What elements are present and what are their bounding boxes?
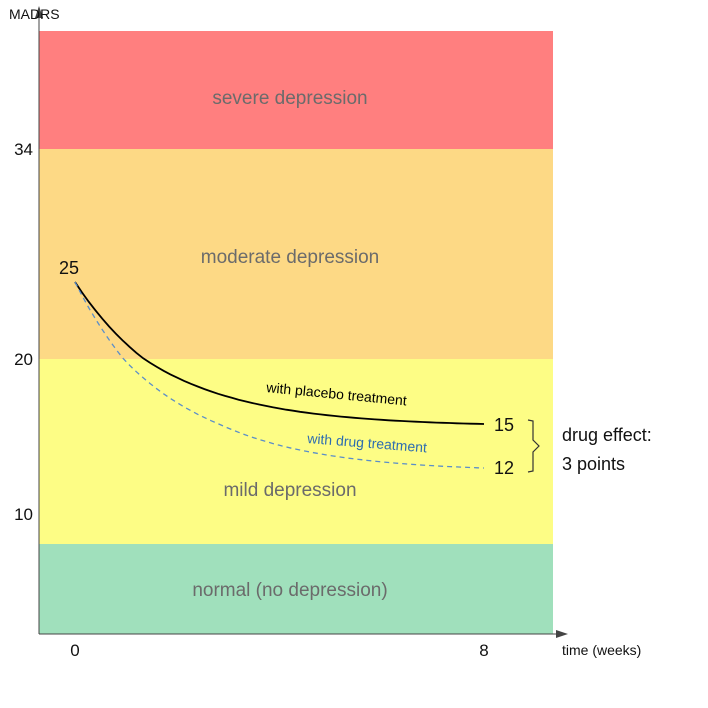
effect-brace bbox=[527, 419, 540, 473]
drug-end-value-label: 12 bbox=[494, 458, 514, 478]
x-tick-0: 0 bbox=[70, 641, 79, 660]
drug-curve bbox=[74, 281, 485, 469]
y-tick-34: 34 bbox=[14, 140, 33, 159]
start-value-label: 25 bbox=[59, 258, 79, 278]
tick-labels: 10 20 34 0 8 bbox=[14, 140, 489, 660]
band-3 bbox=[39, 544, 553, 634]
drug-effect-annotation: drug effect: 3 points bbox=[527, 419, 652, 474]
x-tick-8: 8 bbox=[479, 641, 488, 660]
series bbox=[74, 281, 485, 469]
effect-label-line1: drug effect: bbox=[562, 425, 652, 445]
band-1 bbox=[39, 149, 553, 359]
band-0 bbox=[39, 31, 553, 149]
x-axis-arrow bbox=[556, 630, 568, 638]
band-2 bbox=[39, 359, 553, 544]
band-label-3: normal (no depression) bbox=[192, 580, 387, 601]
y-axis-label: MADRS bbox=[9, 6, 60, 22]
depression-bands: severe depression moderate depression mild… bbox=[39, 31, 553, 634]
y-axis-arrow bbox=[35, 6, 43, 18]
band-label-2: mild depression bbox=[223, 480, 356, 501]
axes: MADRS time (weeks) bbox=[9, 6, 641, 658]
band-label-1: moderate depression bbox=[201, 247, 380, 268]
series-labels: 25 15 12 with placebo treatment with dru… bbox=[59, 258, 514, 478]
effect-label-line2: 3 points bbox=[562, 454, 625, 474]
band-label-0: severe depression bbox=[212, 88, 367, 109]
y-tick-20: 20 bbox=[14, 350, 33, 369]
placebo-end-value-label: 15 bbox=[494, 415, 514, 435]
placebo-curve bbox=[74, 281, 485, 425]
x-axis-label: time (weeks) bbox=[562, 642, 641, 658]
y-tick-10: 10 bbox=[14, 505, 33, 524]
